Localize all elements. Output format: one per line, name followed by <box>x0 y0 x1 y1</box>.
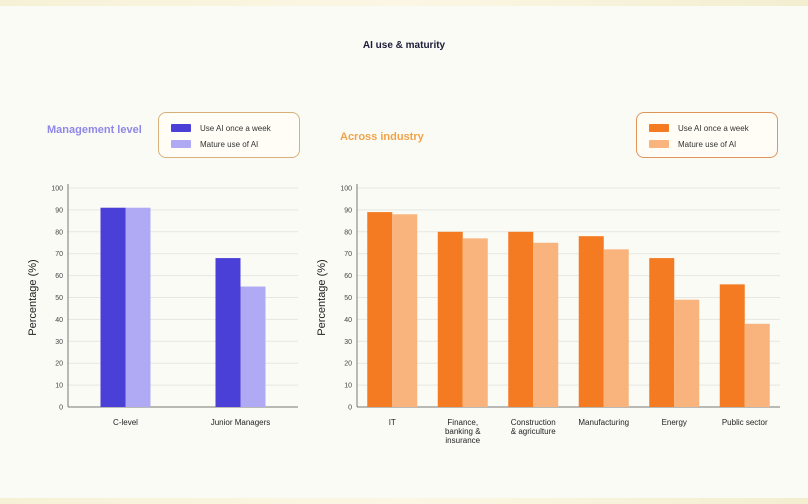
industry-y-tick-label: 50 <box>344 295 352 302</box>
industry-y-tick-label: 40 <box>344 317 352 324</box>
management-x-tick-label: Junior Managers <box>211 418 271 427</box>
industry-bar-weekly <box>437 231 463 407</box>
management-y-tick-label: 100 <box>51 186 63 193</box>
industry-legend: Use AI once a week Mature use of AI <box>636 112 778 158</box>
management-legend-swatch-mature <box>171 140 191 148</box>
industry-bar-weekly <box>578 236 604 407</box>
industry-bar-weekly <box>719 284 745 407</box>
management-y-tick-label: 80 <box>55 229 63 236</box>
bottom-edge-strip <box>0 498 808 504</box>
management-y-tick-label: 90 <box>55 207 63 214</box>
management-y-axis-label: Percentage (%) <box>27 259 39 335</box>
industry-bar-weekly <box>649 258 675 407</box>
management-y-tick-label: 40 <box>55 317 63 324</box>
management-y-tick-label: 10 <box>55 383 63 390</box>
industry-legend-item-weekly: Use AI once a week <box>649 123 749 133</box>
industry-legend-item-mature: Mature use of AI <box>649 139 736 149</box>
industry-x-tick-label: Manufacturing <box>578 418 629 427</box>
management-chart-title: Management level <box>47 124 142 136</box>
industry-bar-mature <box>744 323 770 407</box>
industry-bar-mature <box>603 249 629 407</box>
industry-legend-swatch-mature <box>649 140 669 148</box>
industry-y-tick-label: 0 <box>348 405 352 412</box>
industry-legend-swatch-weekly <box>649 124 669 132</box>
industry-bar-mature <box>533 242 559 407</box>
industry-y-tick-label: 20 <box>344 361 352 368</box>
management-y-tick-label: 50 <box>55 295 63 302</box>
management-y-tick-label: 30 <box>55 339 63 346</box>
management-legend-swatch-weekly <box>171 124 191 132</box>
management-legend-item-mature: Mature use of AI <box>171 139 258 149</box>
industry-legend-label-weekly: Use AI once a week <box>678 123 749 133</box>
management-y-tick-label: 70 <box>55 251 63 258</box>
industry-bar-weekly <box>367 212 393 407</box>
management-legend-label-weekly: Use AI once a week <box>200 123 271 133</box>
management-y-tick-label: 0 <box>59 405 63 412</box>
management-bar-weekly <box>100 207 126 407</box>
management-x-tick-label: C-level <box>113 418 138 427</box>
management-legend-label-mature: Mature use of AI <box>200 139 259 149</box>
industry-bar-mature <box>674 299 700 407</box>
industry-x-tick-label: Finance, banking & insurance <box>445 418 481 445</box>
industry-y-tick-label: 100 <box>340 186 352 193</box>
management-y-tick-label: 20 <box>55 361 63 368</box>
industry-x-tick-label: Public sector <box>722 418 768 427</box>
management-bar-mature <box>125 207 151 407</box>
top-edge-strip <box>0 0 808 6</box>
management-legend-item-weekly: Use AI once a week <box>171 123 271 133</box>
industry-y-tick-label: 80 <box>344 229 352 236</box>
industry-y-tick-label: 30 <box>344 339 352 346</box>
industry-y-tick-label: 90 <box>344 207 352 214</box>
industry-bar-mature <box>462 238 488 407</box>
industry-y-tick-label: 60 <box>344 273 352 280</box>
management-legend: Use AI once a week Mature use of AI <box>158 112 300 158</box>
management-y-tick-label: 60 <box>55 273 63 280</box>
industry-x-tick-label: Construction & agriculture <box>511 418 556 436</box>
management-bar-weekly <box>215 258 241 407</box>
industry-y-axis-label: Percentage (%) <box>316 259 328 335</box>
industry-y-tick-label: 70 <box>344 251 352 258</box>
industry-x-tick-label: IT <box>389 418 396 427</box>
management-bar-mature <box>240 286 266 407</box>
industry-bar-weekly <box>508 231 534 407</box>
industry-y-tick-label: 10 <box>344 383 352 390</box>
industry-legend-label-mature: Mature use of AI <box>678 139 737 149</box>
industry-x-tick-label: Energy <box>662 418 687 427</box>
industry-bar-mature <box>392 214 418 407</box>
page-title: AI use & maturity <box>362 40 446 51</box>
industry-chart-title: Across industry <box>340 131 424 143</box>
